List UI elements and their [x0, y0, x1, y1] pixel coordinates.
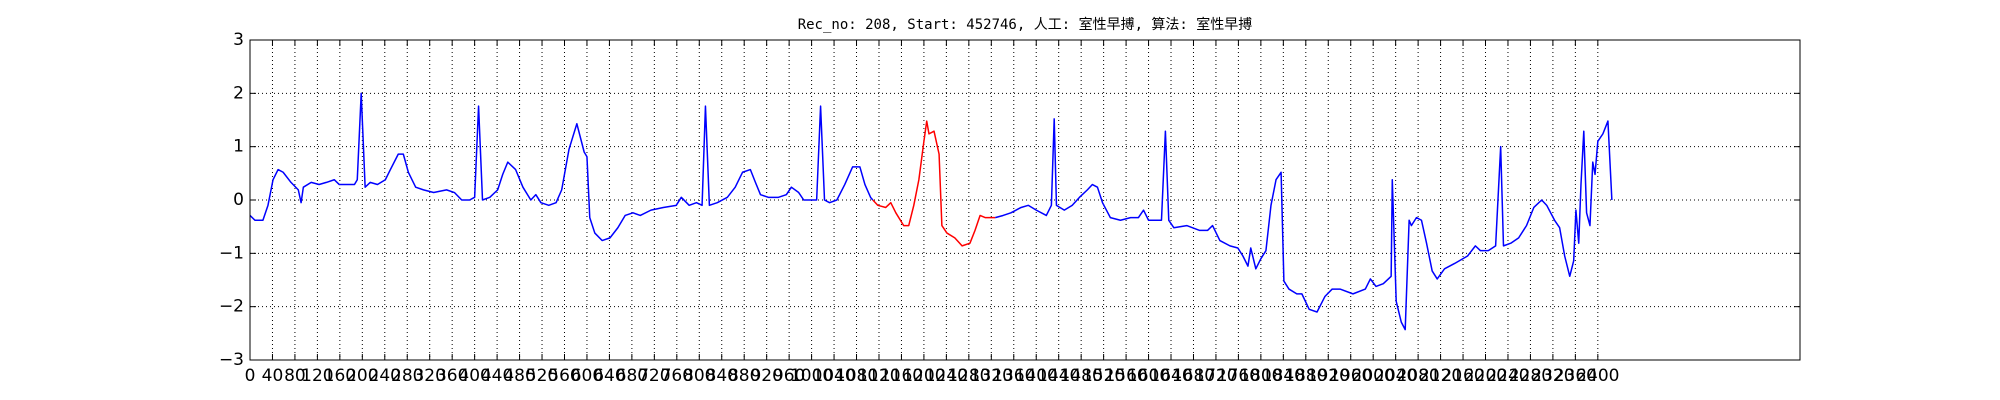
x-tick-label: 0 — [245, 366, 256, 386]
x-tick-label: 1760 — [1217, 366, 1260, 386]
x-tick-label: 2040 — [1374, 366, 1417, 386]
y-tick-label: −2 — [219, 297, 244, 317]
x-tick-label: 880 — [728, 366, 760, 386]
x-tick-label: 1360 — [992, 366, 1035, 386]
y-tick-label: 0 — [233, 190, 244, 210]
x-tick-label: 2240 — [1486, 366, 1529, 386]
line — [249, 92, 874, 242]
x-tick-label: 1960 — [1329, 366, 1372, 386]
x-tick-label: 1320 — [970, 366, 1013, 386]
x-tick-label: 1840 — [1262, 366, 1305, 386]
x-tick-label: 800 — [683, 366, 715, 386]
x-tick-label: 200 — [346, 366, 378, 386]
y-tick-label: 1 — [233, 137, 244, 157]
x-tick-label: 320 — [413, 366, 445, 386]
x-tick-label: 2280 — [1509, 366, 1552, 386]
x-tick-label: 720 — [638, 366, 670, 386]
x-tick-label: 680 — [616, 366, 648, 386]
x-tick-label: 1280 — [947, 366, 990, 386]
x-tick-label: 2400 — [1576, 366, 1619, 386]
y-tick-label: −1 — [219, 243, 244, 263]
line — [995, 118, 1613, 331]
x-tick-label: 520 — [526, 366, 558, 386]
x-tick-label: 600 — [571, 366, 603, 386]
x-tick-label: 2200 — [1464, 366, 1507, 386]
x-tick-label: 440 — [481, 366, 513, 386]
x-tick-label: 760 — [661, 366, 693, 386]
x-tick-label: 640 — [593, 366, 625, 386]
x-tick-label: 2160 — [1441, 366, 1484, 386]
x-tick-label: 960 — [773, 366, 805, 386]
x-tick-label: 1120 — [857, 366, 900, 386]
x-tick-label: 360 — [436, 366, 468, 386]
x-tick-label: 2080 — [1396, 366, 1439, 386]
x-tick-label: 480 — [503, 366, 535, 386]
x-tick-label: 1440 — [1037, 366, 1080, 386]
x-tick-label: 1720 — [1194, 366, 1237, 386]
x-tick-label: 1520 — [1082, 366, 1125, 386]
x-tick-label: 1240 — [925, 366, 968, 386]
x-tick-label: 1200 — [902, 366, 945, 386]
x-tick-label: 1040 — [812, 366, 855, 386]
x-tick-label: 1920 — [1307, 366, 1350, 386]
x-tick-label: 560 — [548, 366, 580, 386]
x-tick-label: 920 — [750, 366, 782, 386]
x-tick-label: 120 — [301, 366, 333, 386]
x-tick-label: 1160 — [880, 366, 923, 386]
line — [872, 120, 996, 247]
x-tick-label: 160 — [324, 366, 356, 386]
x-tick-label: 2000 — [1352, 366, 1395, 386]
chart-title: Rec_no: 208, Start: 452746, 人工: 室性早搏, 算法… — [798, 16, 1253, 33]
x-tick-label: 2320 — [1531, 366, 1574, 386]
x-tick-label: 840 — [706, 366, 738, 386]
x-tick-label: 1080 — [835, 366, 878, 386]
x-tick-label: 2360 — [1554, 366, 1597, 386]
x-tick-label: 40 — [262, 366, 284, 386]
x-tick-label: 1680 — [1172, 366, 1215, 386]
x-tick-label: 1480 — [1060, 366, 1103, 386]
x-tick-label: 1640 — [1149, 366, 1192, 386]
plot-frame — [249, 39, 1801, 361]
x-tick-label: 1880 — [1284, 366, 1327, 386]
x-tick-label: 280 — [391, 366, 423, 386]
x-tick-label: 400 — [458, 366, 490, 386]
x-tick-label: 1560 — [1104, 366, 1147, 386]
x-tick-label: 1000 — [790, 366, 833, 386]
x-tick-label: 2120 — [1419, 366, 1462, 386]
x-tick-label: 1800 — [1239, 366, 1282, 386]
y-tick-label: 3 — [233, 30, 244, 50]
x-tick-label: 240 — [369, 366, 401, 386]
y-tick-label: 2 — [233, 83, 244, 103]
x-tick-label: 80 — [284, 366, 306, 386]
x-tick-label: 1400 — [1015, 366, 1058, 386]
x-tick-label: 1600 — [1127, 366, 1170, 386]
y-tick-label: −3 — [219, 350, 244, 370]
